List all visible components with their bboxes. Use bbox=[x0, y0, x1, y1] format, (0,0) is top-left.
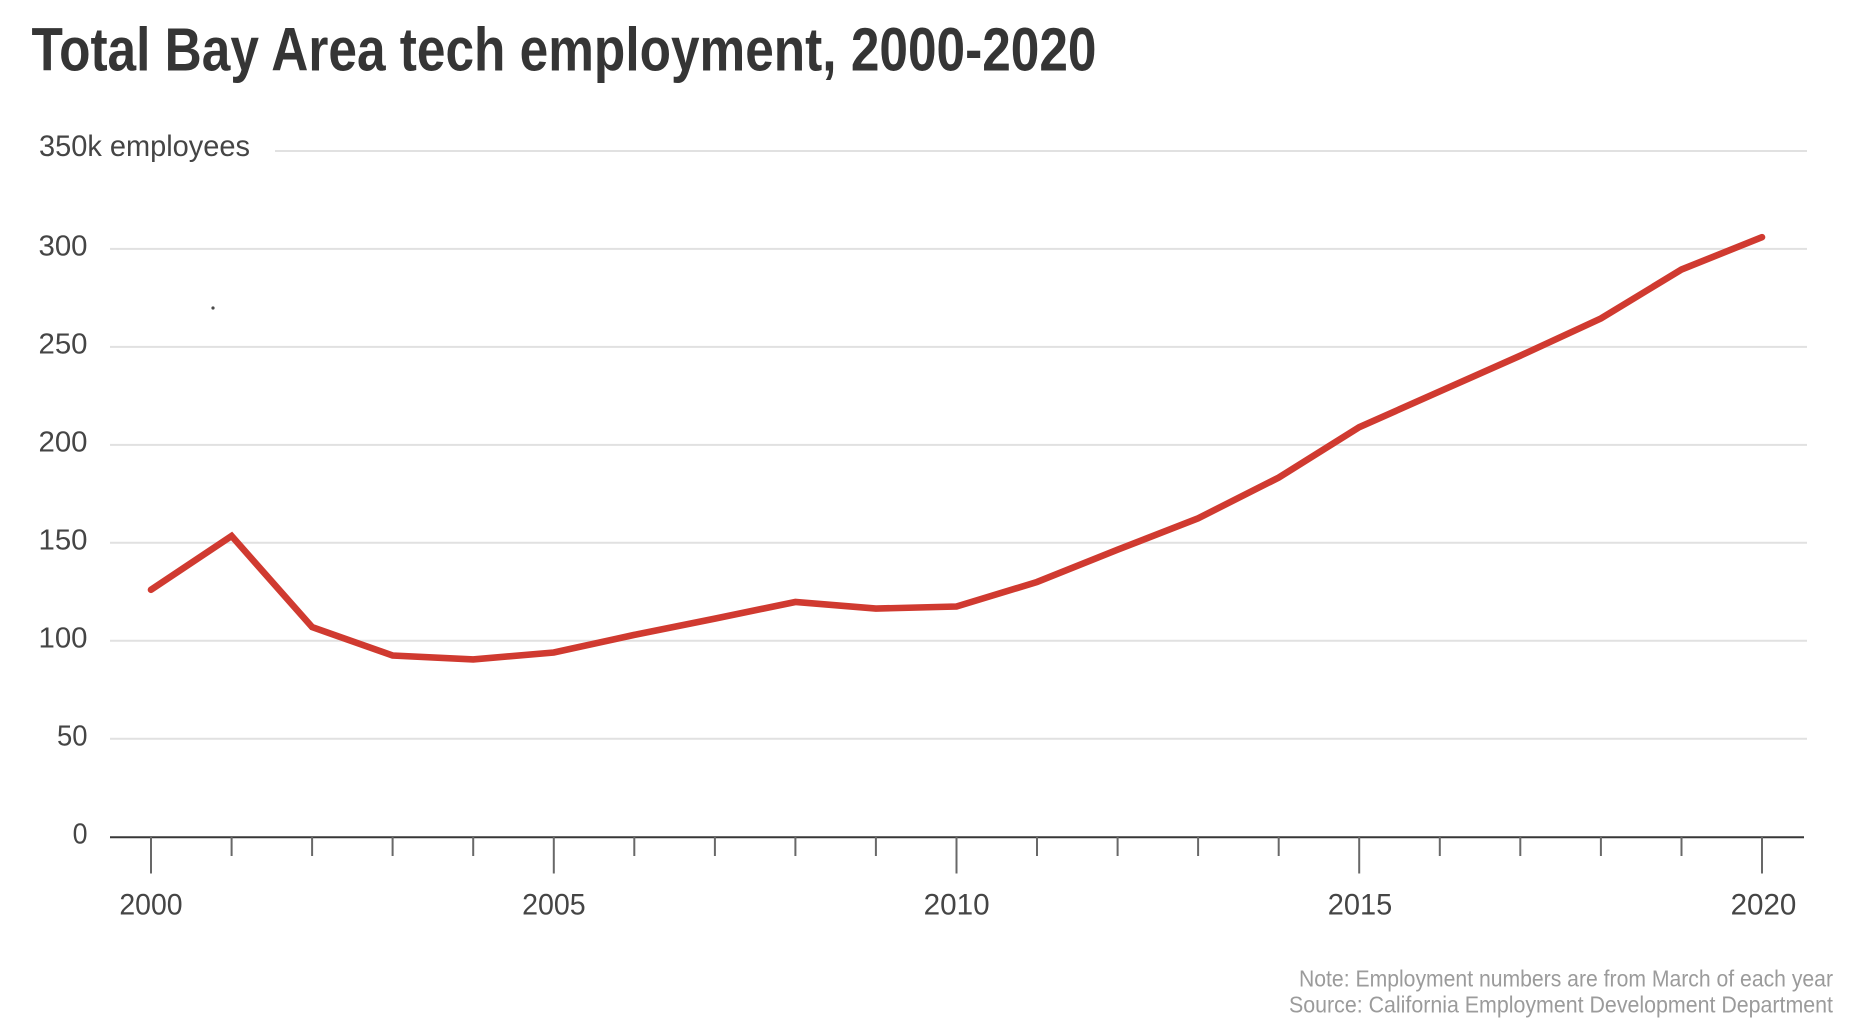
svg-text:300: 300 bbox=[39, 231, 88, 263]
svg-text:150: 150 bbox=[39, 525, 88, 557]
svg-text:Source: California Employment: Source: California Employment Developmen… bbox=[1289, 991, 1834, 1017]
svg-text:2010: 2010 bbox=[924, 889, 990, 922]
svg-text:0: 0 bbox=[73, 819, 88, 851]
svg-text:200: 200 bbox=[39, 427, 88, 459]
svg-text:2020: 2020 bbox=[1731, 889, 1797, 922]
svg-text:50: 50 bbox=[57, 720, 88, 752]
svg-text:250: 250 bbox=[39, 329, 88, 361]
svg-text:2015: 2015 bbox=[1328, 889, 1393, 922]
svg-text:Note: Employment numbers are f: Note: Employment numbers are from March … bbox=[1299, 965, 1833, 991]
svg-text:100: 100 bbox=[39, 623, 88, 655]
svg-text:Total Bay Area tech employment: Total Bay Area tech employment, 2000-202… bbox=[32, 15, 1097, 83]
svg-text:2000: 2000 bbox=[119, 889, 182, 922]
svg-text:350k employees: 350k employees bbox=[39, 130, 250, 163]
svg-text:2005: 2005 bbox=[522, 889, 586, 922]
